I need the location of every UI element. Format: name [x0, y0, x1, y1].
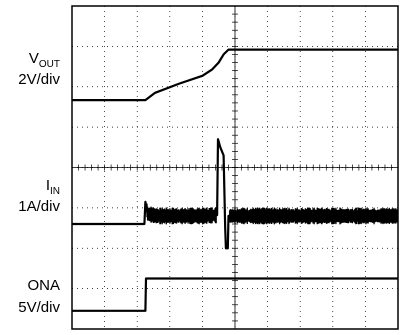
channel-scale-2: 5V/div: [18, 299, 60, 316]
channel-scale-1: 1A/div: [18, 198, 60, 215]
graticule: [71, 5, 399, 330]
traces: [72, 48, 399, 312]
trace-ona: [72, 277, 398, 312]
trace-iin-ripple: [146, 203, 399, 225]
channel-name-1: IIN: [46, 177, 60, 197]
trace-vout: [72, 48, 398, 102]
channel-name-2: ONA: [27, 277, 60, 294]
channel-scale-0: 2V/div: [18, 71, 60, 88]
channel-name-0: VOUT: [29, 50, 60, 70]
